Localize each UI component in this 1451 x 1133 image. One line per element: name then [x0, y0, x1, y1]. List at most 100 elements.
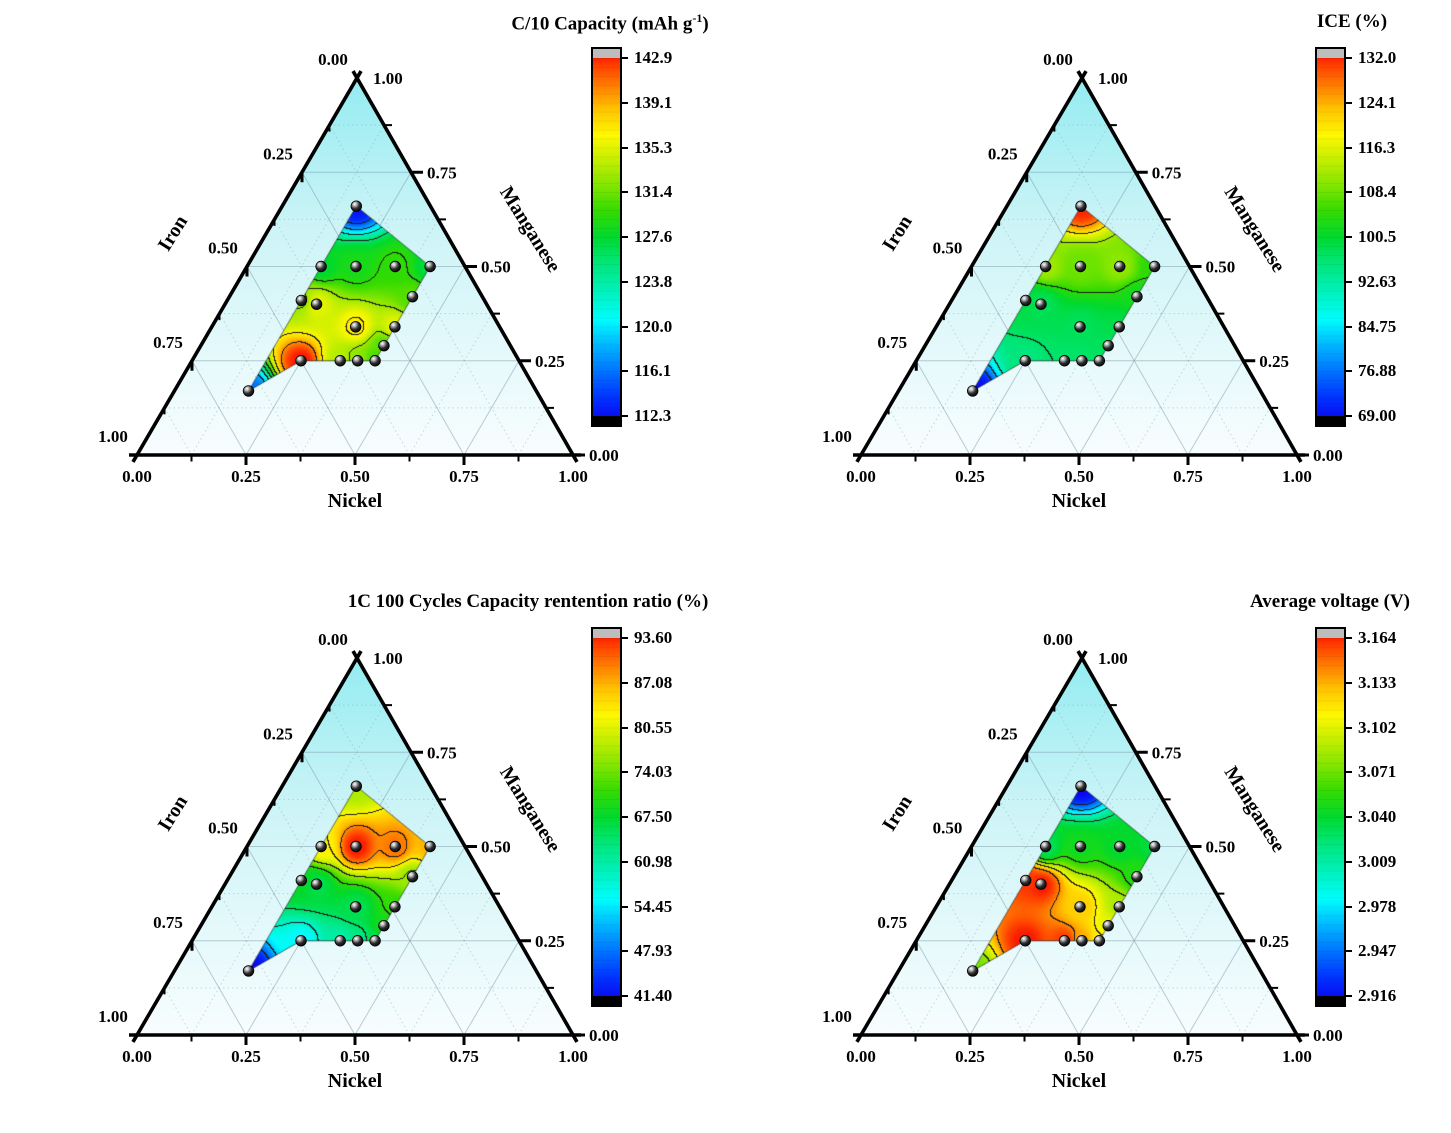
grid-line [354, 846, 466, 1036]
colorbar-above-max-cap [593, 629, 620, 638]
colorbar-tick [1344, 816, 1352, 818]
left-axis-tick-label: 0.75 [153, 333, 183, 352]
right-axis-tick-label: 0.25 [535, 352, 565, 371]
colorbar-tick [1344, 995, 1352, 997]
left-axis-tick-label: 0.00 [318, 50, 348, 69]
colorbar-tick [620, 950, 628, 953]
colorbar-tick [1344, 101, 1352, 104]
colorbar-tick-label: 69.00 [1358, 406, 1397, 425]
right-axis-tick-label: 1.00 [373, 649, 403, 668]
grid-line [1078, 266, 1190, 456]
bottom-axis-tick-label: 0.75 [1173, 1047, 1203, 1066]
grid-line [245, 751, 412, 1036]
colorbar-title-voltage: Average voltage (V) [1250, 591, 1410, 613]
data-point [1039, 840, 1052, 853]
colorbar-tick-label: 41.40 [634, 986, 673, 1005]
colorbar-tick [1344, 950, 1352, 953]
bottom-axis-tick-label: 0.25 [231, 467, 261, 486]
data-point [1058, 355, 1071, 367]
right-axis-tick-label: 0.00 [1313, 1026, 1343, 1045]
data-point [1074, 321, 1086, 333]
colorbar-ice: 132.0 124.1 116.3 108.4 100.5 92.63 84.75 76.88… [1315, 47, 1396, 427]
colorbar-below-min-cap [1317, 996, 1344, 1005]
bottom-axis-tick-label: 0.75 [449, 467, 479, 486]
axis-title-iron: Iron [154, 792, 192, 835]
data-point [350, 780, 363, 792]
data-point [310, 298, 323, 310]
colorbar-tick-label: 87.08 [634, 672, 673, 692]
bottom-axis-tick-label: 0.75 [449, 1047, 479, 1066]
bottom-axis-tick-label: 1.00 [1282, 467, 1312, 486]
data-point [1076, 355, 1088, 367]
data-point [378, 339, 390, 352]
colorbar-below-min-cap [593, 996, 620, 1005]
grid-line [354, 266, 466, 456]
colorbar-tick-label: 116.3 [1358, 137, 1396, 157]
data-point [389, 321, 401, 333]
colorbar-tick [620, 146, 628, 149]
left-axis-tick-label: 0.00 [1043, 50, 1073, 69]
data-point [389, 260, 401, 273]
bottom-axis-tick-label: 0.25 [955, 1047, 985, 1066]
grid-line [1026, 752, 1189, 1036]
grid-line [1187, 940, 1244, 1036]
colorbar-capacity: 142.9 139.1 135.3 131.4 127.6 123.8 120.0 116.1… [591, 47, 672, 427]
left-axis-tick-label: 0.00 [318, 630, 348, 649]
axis-edge [1076, 70, 1303, 463]
bottom-axis-tick-label: 0.50 [340, 1047, 370, 1066]
colorbar-tick [620, 57, 628, 59]
colorbar-tick-label: 112.3 [634, 406, 672, 425]
grid-line [1053, 124, 1243, 456]
title-text: C/10 Capacity (mAh g [511, 13, 693, 35]
colorbar-tick-label: 2.916 [1358, 986, 1397, 1005]
grid-line [1133, 893, 1217, 1036]
data-point [406, 870, 419, 883]
right-axis-tick-label: 0.75 [427, 743, 457, 762]
left-axis-tick-label: 0.00 [1043, 630, 1073, 649]
data-point [295, 355, 307, 367]
ternary-triangle-bg [137, 658, 573, 1035]
colorbar-tick [1344, 325, 1352, 328]
title-text-end: ) [702, 13, 709, 35]
data-point [1102, 919, 1114, 932]
colorbar-tick [620, 771, 628, 774]
right-axis-tick-label: 1.00 [1098, 649, 1128, 668]
axis-title-manganese: Manganese [495, 183, 565, 277]
colorbar-tick [620, 860, 628, 863]
axis-title-nickel: Nickel [1052, 490, 1107, 512]
data-point [424, 840, 436, 853]
grid-line [1053, 704, 1243, 1036]
grid-line [971, 846, 1080, 1036]
colorbar-tick [1344, 280, 1352, 283]
grid-line [191, 360, 247, 456]
colorbar-tick-label: 54.45 [634, 896, 673, 916]
grid-line [164, 407, 192, 456]
grid-line [915, 124, 1110, 456]
colorbar-tick [1344, 681, 1352, 684]
colorbar-tick [620, 681, 628, 684]
colorbar-tick-label: 60.98 [634, 851, 673, 871]
colorbar-tick-label: 84.75 [1358, 316, 1397, 336]
data-point [242, 965, 255, 977]
left-axis-tick-label: 0.50 [208, 239, 238, 258]
data-point [389, 901, 401, 913]
title-text: ICE (%) [1316, 11, 1388, 32]
grid-line [1026, 172, 1189, 456]
bottom-axis-tick-label: 0.25 [231, 1047, 261, 1066]
colorbar-tick [1344, 191, 1352, 194]
data-point [1113, 901, 1125, 913]
grid-line [1133, 313, 1217, 456]
colorbar-tick-label: 3.164 [1358, 628, 1397, 647]
data-point [350, 840, 362, 853]
right-axis-tick-label: 0.50 [1206, 258, 1236, 277]
bottom-axis-tick-label: 1.00 [1282, 1047, 1312, 1066]
colorbar-tick [620, 995, 628, 997]
colorbar-tick [620, 816, 628, 818]
data-point [334, 935, 346, 947]
data-point [1148, 840, 1161, 853]
grid-line [1024, 219, 1164, 456]
right-axis-tick-label: 0.25 [1259, 932, 1289, 951]
grid-line [463, 360, 520, 456]
data-point [1113, 321, 1125, 333]
colorbar-tick [1344, 726, 1352, 729]
